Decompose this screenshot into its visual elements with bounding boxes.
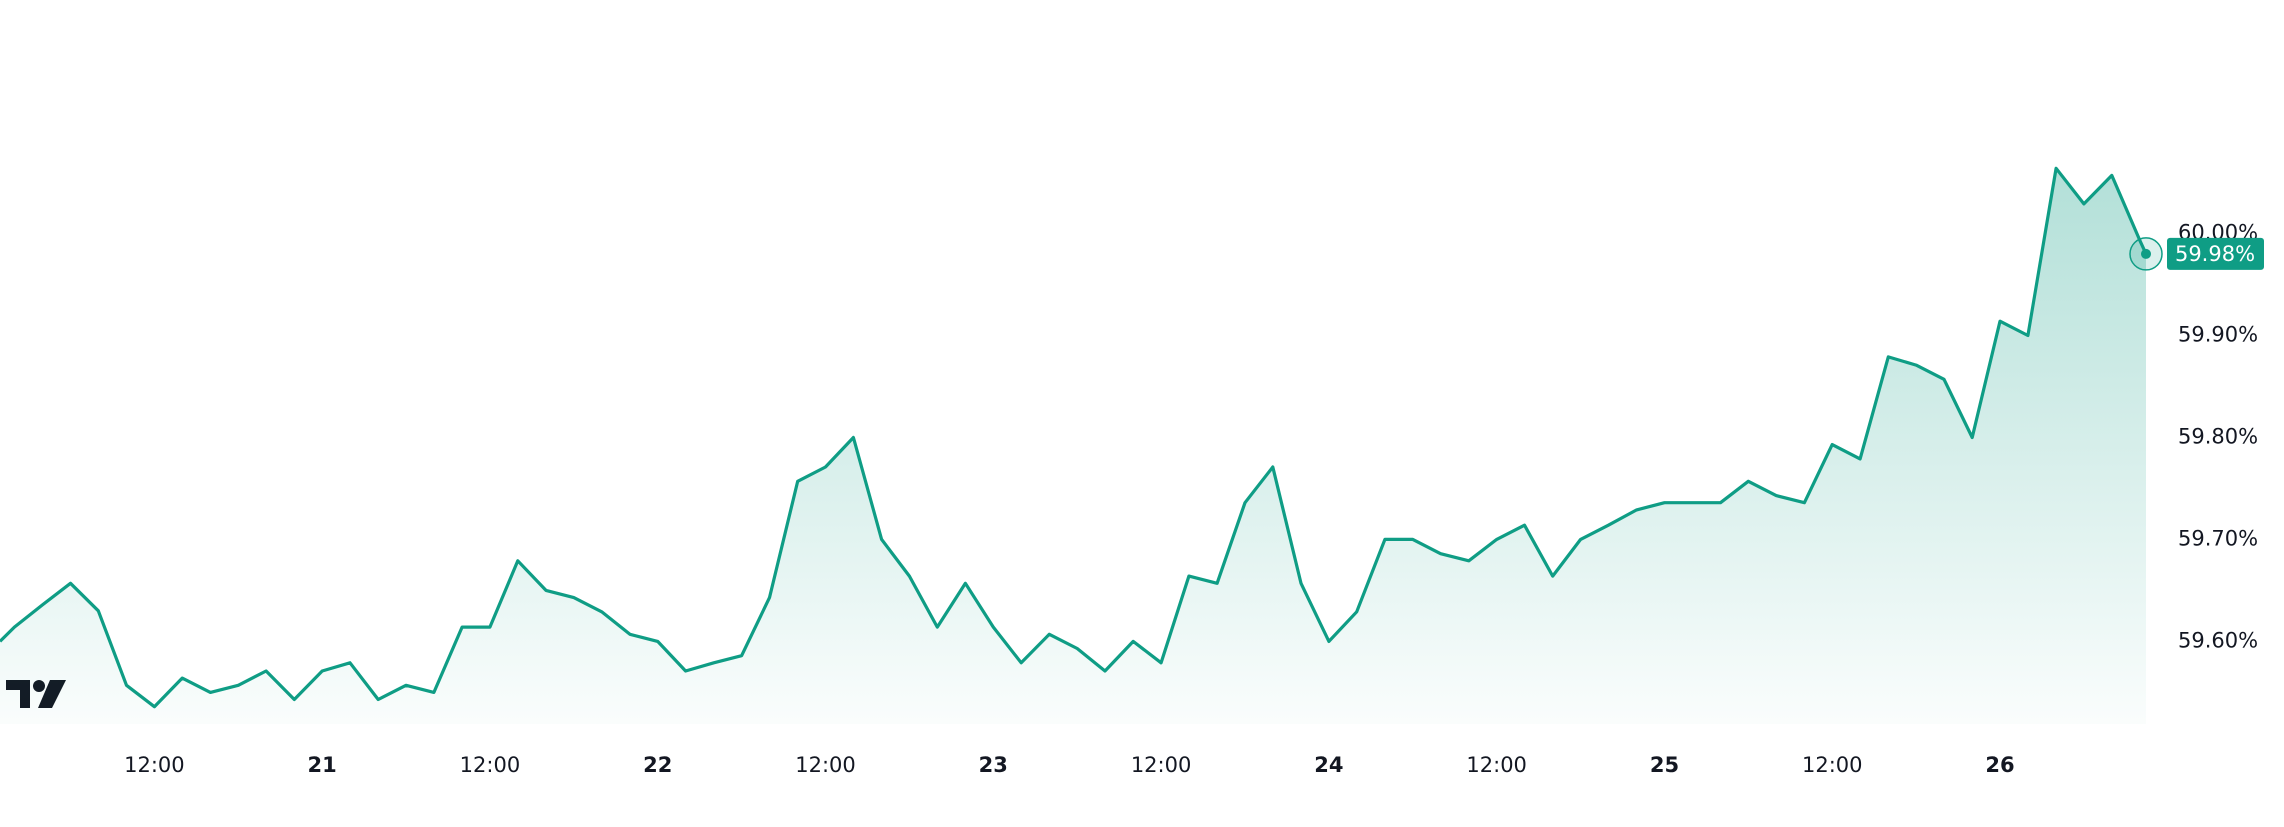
x-tick-label: 12:00 xyxy=(460,753,521,777)
y-tick-label: 59.80% xyxy=(2178,424,2258,448)
x-tick-label: 21 xyxy=(308,753,337,777)
x-tick-label: 12:00 xyxy=(124,753,185,777)
area-fill xyxy=(0,168,2146,725)
x-tick-label: 12:00 xyxy=(1802,753,1863,777)
last-value-badge xyxy=(2167,237,2264,270)
x-tick-label: 25 xyxy=(1650,753,1679,777)
y-tick-label: 59.60% xyxy=(2178,628,2258,652)
x-tick-label: 12:00 xyxy=(1466,753,1527,777)
x-tick-label: 23 xyxy=(979,753,1008,777)
y-tick-label: 59.90% xyxy=(2178,322,2258,346)
x-tick-label: 22 xyxy=(643,753,672,777)
x-tick-label: 26 xyxy=(1985,753,2014,777)
x-tick-label: 24 xyxy=(1314,753,1343,777)
y-tick-label: 59.70% xyxy=(2178,526,2258,550)
last-value-label: 59.98% xyxy=(2175,242,2255,266)
x-tick-label: 12:00 xyxy=(1131,753,1192,777)
price-line xyxy=(0,166,2148,709)
last-point xyxy=(2141,248,2151,259)
x-tick-label: 12:00 xyxy=(795,753,856,777)
